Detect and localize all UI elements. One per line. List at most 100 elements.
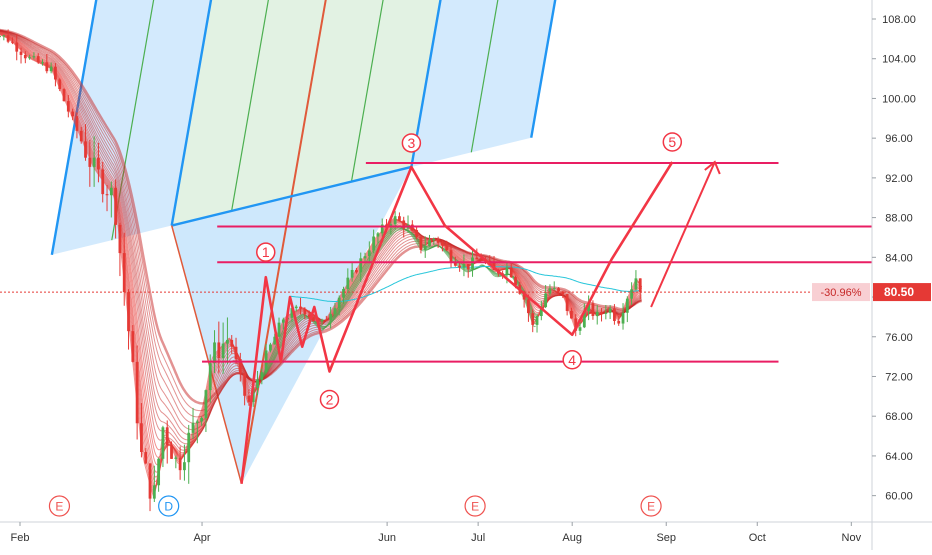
candle-body (183, 462, 186, 470)
candle-body (209, 363, 212, 390)
candle-body (179, 458, 182, 471)
candle-body (67, 101, 70, 111)
wave-label-5[interactable]: 5 (663, 133, 681, 151)
candle-body (114, 188, 117, 225)
plot-area[interactable]: 1 2 3 4 5 E D E E (0, 0, 932, 516)
candle-body (149, 463, 152, 498)
candle-body (454, 263, 457, 266)
candle-body (153, 485, 156, 498)
candle-body (166, 427, 169, 445)
candle-body (338, 298, 341, 308)
earnings-marker[interactable]: E (641, 496, 661, 516)
candle-body (639, 278, 642, 291)
candle-body (63, 89, 66, 101)
candle-body (351, 270, 354, 278)
candle-body (140, 423, 143, 452)
y-tick-label: 72.00 (885, 371, 913, 383)
candle-body (45, 62, 48, 71)
wave-label-1[interactable]: 1 (257, 243, 275, 261)
wave-label-text: 2 (326, 392, 334, 408)
candle-body (110, 188, 113, 195)
candle-body (544, 294, 547, 307)
candle-body (213, 342, 216, 363)
price-tag-label: 80.50 (884, 285, 914, 299)
candle-body (536, 316, 539, 325)
candle-body (0, 36, 1, 37)
candle-body (372, 237, 375, 251)
candle-body (579, 327, 582, 331)
candle-body (394, 216, 397, 224)
candle-body (321, 320, 324, 322)
x-tick-label: Jul (471, 532, 485, 544)
candle-body (626, 299, 629, 313)
x-tick-label: Nov (842, 532, 862, 544)
candle-body (364, 256, 367, 258)
earnings-marker[interactable]: E (49, 496, 69, 516)
candle-body (359, 258, 362, 272)
candle-body (596, 312, 599, 316)
y-tick-label: 104.00 (882, 54, 916, 66)
candle-body (346, 278, 349, 289)
y-axis[interactable]: 60.0064.0068.0072.0076.0080.0084.0088.00… (872, 0, 916, 550)
wave-label-4[interactable]: 4 (563, 351, 581, 369)
x-tick-label: Apr (193, 532, 210, 544)
candle-body (256, 380, 259, 388)
candle-body (2, 35, 5, 36)
event-marker-text: E (471, 500, 479, 514)
candle-body (437, 239, 440, 243)
candle-body (93, 158, 96, 167)
wave-label-3[interactable]: 3 (402, 134, 420, 152)
x-tick-label: Jun (378, 532, 396, 544)
candle-body (506, 267, 509, 274)
event-marker-text: E (647, 500, 655, 514)
y-tick-label: 108.00 (882, 14, 916, 26)
candle-body (377, 233, 380, 236)
x-tick-label: Sep (656, 532, 676, 544)
candle-body (282, 319, 285, 322)
candle-body (217, 342, 220, 358)
candle-body (269, 344, 272, 350)
candle-body (123, 253, 126, 292)
y-tick-label: 84.00 (885, 252, 913, 264)
wave-label-text: 1 (262, 244, 270, 260)
candle-body (174, 458, 177, 459)
candle-body (467, 264, 470, 269)
earnings-marker[interactable]: E (465, 496, 485, 516)
y-tick-label: 92.00 (885, 173, 913, 185)
candle-body (312, 317, 315, 321)
candle-body (600, 312, 603, 314)
candle-body (299, 307, 302, 309)
candle-body (630, 289, 633, 298)
candle-body (28, 57, 31, 58)
candle-body (617, 321, 620, 324)
y-tick-label: 64.00 (885, 451, 913, 463)
candle-body (295, 307, 298, 308)
wave-label-2[interactable]: 2 (320, 391, 338, 409)
candle-body (428, 240, 431, 246)
event-marker-text: D (164, 500, 173, 514)
candle-body (88, 158, 91, 167)
candle-body (136, 362, 139, 423)
candle-body (342, 289, 345, 298)
candle-body (7, 35, 10, 41)
candle-body (329, 314, 332, 320)
candle-body (549, 288, 552, 293)
candle-body (445, 246, 448, 251)
candle-body (11, 42, 14, 43)
candle-body (592, 303, 595, 316)
event-marker-text: E (55, 500, 63, 514)
y-tick-label: 96.00 (885, 133, 913, 145)
dividend-marker[interactable]: D (159, 496, 179, 516)
candle-body (260, 372, 263, 379)
candle-body (170, 445, 173, 459)
candle-body (119, 225, 122, 253)
candle-body (480, 259, 483, 260)
projection-arrow[interactable] (651, 162, 715, 307)
candle-body (127, 292, 130, 331)
candle-body (415, 230, 418, 237)
wave-label-text: 3 (407, 135, 415, 151)
candle-body (243, 373, 246, 395)
